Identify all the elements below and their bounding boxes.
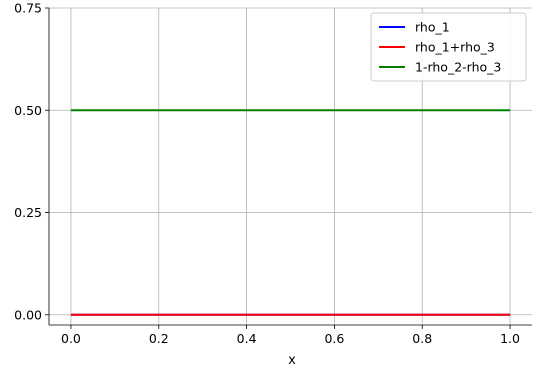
x-tick-label: 0.8 xyxy=(412,331,432,346)
legend-label: rho_1+rho_3 xyxy=(415,40,495,55)
legend-label: rho_1 xyxy=(415,20,450,35)
y-tick-label: 0.50 xyxy=(14,103,42,118)
legend-box xyxy=(370,12,527,82)
series-lines xyxy=(70,109,511,316)
y-tick-label: 0.25 xyxy=(14,205,42,220)
x-tick-label: 0.4 xyxy=(237,331,257,346)
y-tick-label: 0.75 xyxy=(14,1,42,16)
x-tick-label: 0.2 xyxy=(149,331,169,346)
y-axis-ticks: 0.00 0.25 0.50 0.75 xyxy=(14,1,49,322)
x-axis-label: x xyxy=(288,353,296,368)
x-axis-ticks: 0.0 0.2 0.4 0.6 0.8 1.0 xyxy=(61,325,520,346)
x-tick-label: 0.0 xyxy=(61,331,81,346)
legend: rho_1 rho_1+rho_3 1-rho_2-rho_3 xyxy=(370,12,527,82)
y-tick-label: 0.00 xyxy=(14,307,42,322)
axes-frame xyxy=(48,8,532,326)
legend-label: 1-rho_2-rho_3 xyxy=(415,60,501,75)
x-tick-label: 1.0 xyxy=(500,331,520,346)
x-tick-label: 0.6 xyxy=(324,331,344,346)
